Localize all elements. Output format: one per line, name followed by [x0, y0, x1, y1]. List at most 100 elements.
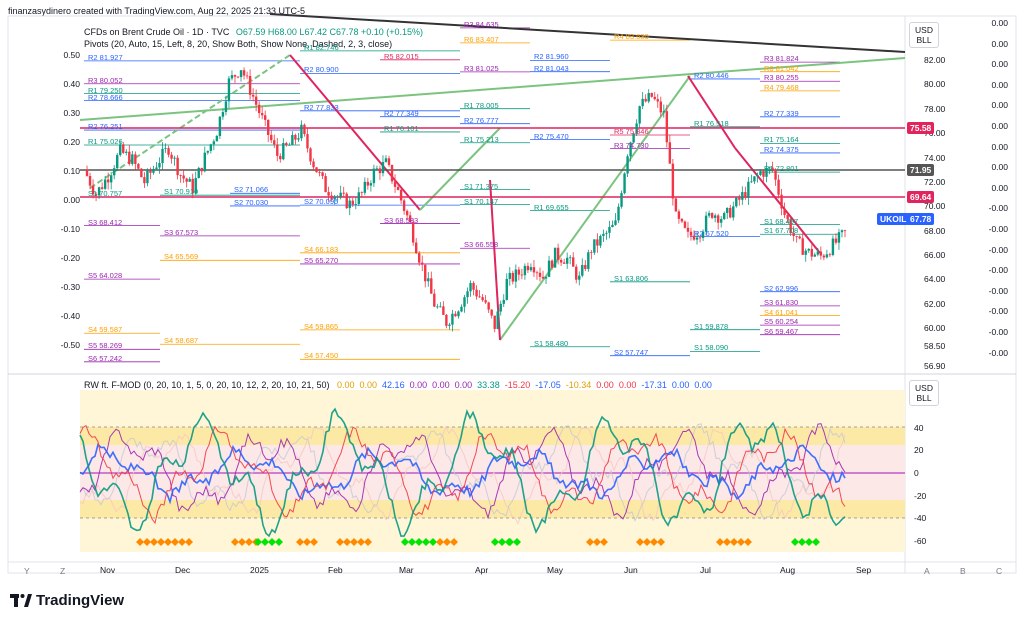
time-axis[interactable]: Nov Dec 2025 Feb Mar Apr May Jun Jul Aug Sep	[0, 563, 905, 575]
symbol-title: CFDs on Brent Crude Oil · 1D · TVC	[84, 27, 230, 37]
pivot-label: R1 75.213	[464, 134, 499, 144]
left-axis-tick: -0.50	[60, 340, 80, 350]
bottom-button-b[interactable]: B	[960, 566, 966, 576]
price-axis[interactable]: 82.00 80.00 78.00 76.00 74.00 72.00 70.00 68.00…	[910, 0, 955, 374]
signal-diamond	[429, 538, 437, 546]
pivot-label: S4 65.569	[164, 252, 199, 262]
candle-body	[393, 181, 397, 187]
pivot-label: R5 75.846	[614, 127, 649, 137]
trendline-green-1	[89, 54, 291, 189]
signal-diamond	[723, 538, 731, 546]
far-right-axis[interactable]: 0.00 0.00 0.00 0.00 0.00 0.00 0.00 0.00 0.00 -0.0…	[960, 0, 1016, 374]
candle-body	[602, 233, 605, 237]
pivot-label: R2 80.446	[694, 70, 729, 80]
candle-body	[578, 275, 581, 280]
candle-body	[822, 255, 826, 258]
trendline-red-4	[734, 147, 821, 254]
pivot-label: S2 70.030	[234, 197, 269, 207]
pivot-label: R3 80.255	[764, 73, 799, 83]
candle-body	[475, 289, 478, 297]
pivot-label: S1 58.090	[694, 343, 729, 353]
candle-body	[840, 230, 844, 233]
candle-body	[155, 167, 158, 169]
candle-body	[152, 168, 155, 173]
candle-body	[707, 213, 711, 216]
price-axis-tick: 68.00	[924, 225, 946, 236]
candle-body	[427, 278, 430, 282]
signal-diamond	[157, 538, 165, 546]
far-right-axis-tick: 0.00	[991, 59, 1008, 70]
pivot-label: R1 75.026	[88, 137, 123, 147]
candle-body	[119, 144, 122, 156]
osc-unit-label: BLL	[916, 393, 932, 403]
candle-body	[671, 163, 675, 199]
osc-axis-tick: -20	[914, 490, 927, 501]
candle-body	[375, 168, 379, 170]
candle-body	[218, 116, 222, 137]
candle-body	[590, 252, 593, 254]
candle-body	[224, 101, 228, 113]
far-right-axis-tick: 0.00	[991, 38, 1008, 49]
candle-body	[85, 169, 89, 176]
candle-body	[559, 259, 563, 263]
candle-body	[620, 193, 623, 207]
bottom-button-c[interactable]: C	[996, 566, 1003, 576]
candle-body	[783, 208, 786, 216]
oscillator-line	[79, 425, 846, 525]
candle-body	[131, 154, 134, 164]
trendline-black	[269, 13, 906, 53]
signal-diamond	[450, 538, 458, 546]
candle-body	[692, 235, 696, 240]
candle-body	[683, 221, 687, 228]
candle-body	[499, 303, 502, 312]
pivot-label: S4 66.183	[304, 244, 339, 254]
pivot-label-layer: R2 81.927 R1 79.250 R3 80.052 R2 78.666 R2 7…	[88, 20, 799, 363]
candle-body	[267, 119, 270, 135]
signal-diamond	[716, 538, 724, 546]
candle-body	[493, 315, 496, 329]
pivot-label: R2 81.043	[534, 63, 569, 73]
candle-body	[396, 186, 400, 190]
candle-body	[729, 207, 732, 218]
osc-value: -10.34	[565, 380, 592, 390]
signal-diamond	[513, 538, 521, 546]
candle-body	[451, 313, 454, 325]
candle-body	[230, 75, 234, 79]
left-axis[interactable]: 0.50 0.40 0.30 0.20 0.10 0.00 -0.10 -0.20 -0.30 -…	[58, 0, 80, 374]
price-tag: 75.58	[907, 122, 935, 134]
pivots-indicator-title[interactable]: Pivots (20, Auto, 15, Left, 8, 20, Show …	[84, 39, 393, 49]
candlestick-series	[85, 67, 847, 333]
candle-body	[568, 257, 572, 259]
left-axis-tick: -0.20	[60, 253, 80, 263]
bottom-button-z[interactable]: Z	[60, 566, 66, 576]
tradingview-logo[interactable]: TradingView	[10, 592, 124, 609]
candle-body	[689, 231, 693, 236]
price-axis-tick: 76.00	[924, 128, 946, 139]
signal-diamond	[171, 538, 179, 546]
price-axis-tick: 78.00	[924, 103, 946, 114]
candle-body	[695, 237, 699, 240]
candle-body	[843, 230, 847, 232]
oscillator-axis[interactable]: 40 20 0 -20 -40 -60	[910, 374, 950, 564]
candle-body	[405, 210, 409, 216]
oscillator-title[interactable]: RW ft. F-MOD (0, 20, 10, 1, 5, 0, 20, 10…	[84, 380, 712, 390]
bottom-button-a[interactable]: A	[924, 566, 930, 576]
osc-currency-unit-selector[interactable]: USD BLL	[909, 380, 939, 406]
candle-body	[372, 168, 376, 184]
oscillator-line	[79, 442, 846, 505]
candle-body	[100, 187, 104, 189]
candle-body	[421, 262, 424, 265]
candle-body	[544, 276, 548, 279]
signal-diamond	[357, 538, 365, 546]
currency-unit-selector[interactable]: USD BLL	[909, 22, 939, 48]
signal-diamond	[401, 538, 409, 546]
candle-body	[511, 272, 515, 282]
left-axis-tick: -0.10	[60, 224, 80, 234]
bottom-button-y[interactable]: Y	[24, 566, 30, 576]
candle-body	[505, 278, 508, 300]
candle-body	[294, 134, 297, 140]
candle-body	[188, 178, 191, 182]
pivot-label: R1 75.164	[764, 135, 799, 145]
candle-body	[816, 251, 820, 255]
